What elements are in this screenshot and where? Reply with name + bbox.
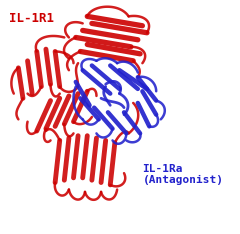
Text: IL-1Ra
(Antagonist): IL-1Ra (Antagonist): [142, 164, 223, 185]
Text: IL-1R1: IL-1R1: [9, 12, 54, 25]
